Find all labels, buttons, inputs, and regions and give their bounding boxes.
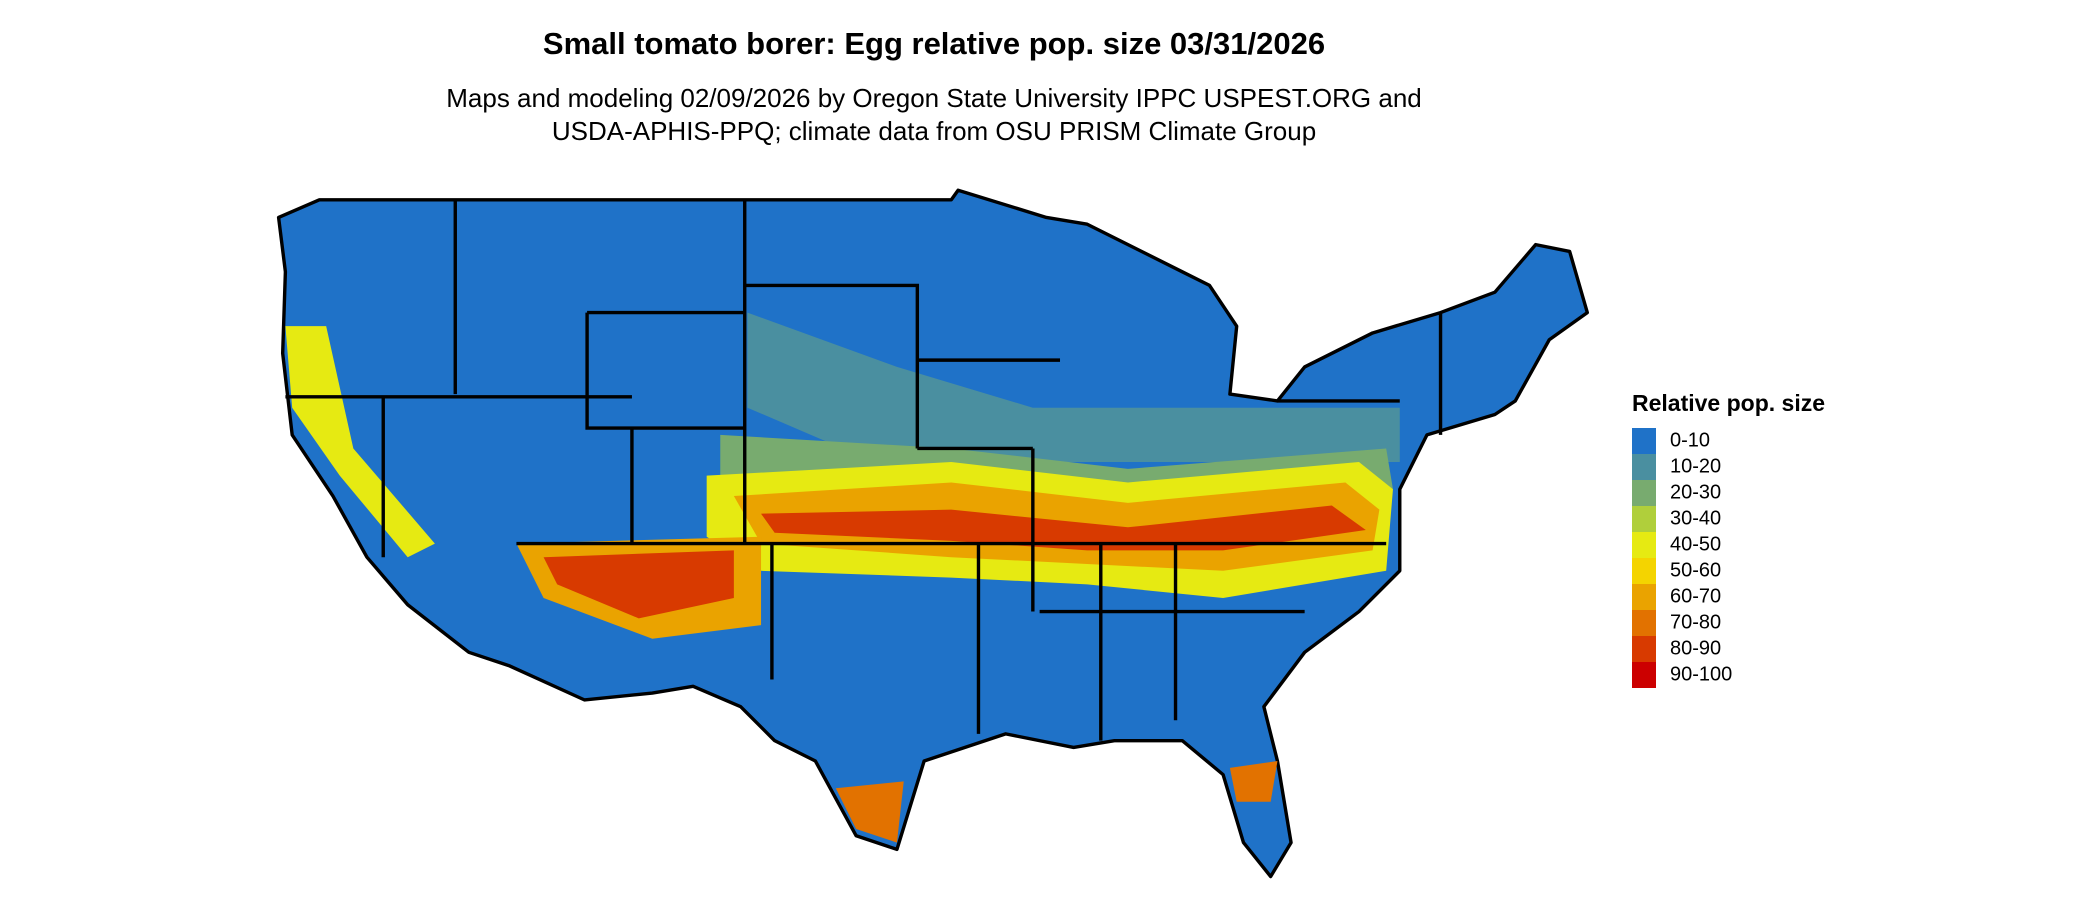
legend-label: 60-70 bbox=[1670, 585, 1721, 607]
legend-swatch bbox=[1632, 480, 1656, 506]
region bbox=[285, 326, 435, 558]
legend-label: 10-20 bbox=[1670, 455, 1721, 477]
map-subtitle: USDA-APHIS-PPQ; climate data from OSU PR… bbox=[552, 116, 1316, 146]
region bbox=[835, 781, 904, 843]
legend-label: 30-40 bbox=[1670, 507, 1721, 529]
region bbox=[1229, 761, 1278, 802]
legend-swatch bbox=[1632, 584, 1656, 610]
legend: 0-10 10-20 20-30 30-40 40-50 50-60 60-70 70-80 8… bbox=[1632, 428, 1732, 688]
legend-swatch bbox=[1632, 532, 1656, 558]
legend-swatch bbox=[1632, 558, 1656, 584]
legend-label: 50-60 bbox=[1670, 559, 1721, 581]
legend-label: 40-50 bbox=[1670, 533, 1721, 555]
legend-label: 90-100 bbox=[1670, 663, 1732, 685]
legend-label: 0-10 bbox=[1670, 429, 1710, 451]
legend-swatch bbox=[1632, 610, 1656, 636]
region bbox=[761, 505, 1366, 551]
legend-label: 70-80 bbox=[1670, 611, 1721, 633]
map bbox=[276, 188, 1590, 879]
state-borders bbox=[285, 199, 1443, 741]
legend-swatch bbox=[1632, 454, 1656, 480]
legend-label: 80-90 bbox=[1670, 637, 1721, 659]
legend-swatch bbox=[1632, 428, 1656, 454]
region bbox=[543, 550, 734, 619]
legend-title: Relative pop. size bbox=[1632, 390, 1825, 416]
map-subtitle: Maps and modeling 02/09/2026 by Oregon S… bbox=[446, 83, 1422, 113]
region bbox=[747, 312, 1400, 463]
legend-swatch bbox=[1632, 662, 1656, 688]
legend-swatch bbox=[1632, 636, 1656, 662]
legend-swatch bbox=[1632, 506, 1656, 532]
legend-label: 20-30 bbox=[1670, 481, 1721, 503]
map-title: Small tomato borer: Egg relative pop. si… bbox=[543, 26, 1325, 61]
